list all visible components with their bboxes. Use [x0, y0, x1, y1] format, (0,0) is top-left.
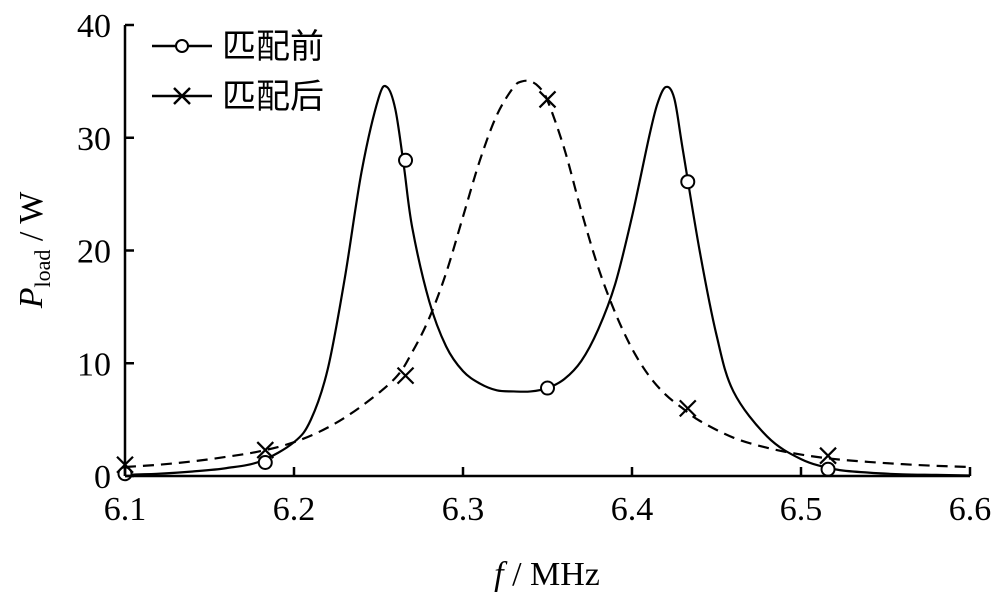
legend-marker-cross [173, 87, 191, 105]
x-tick-label: 6.2 [273, 491, 316, 528]
y-ticks: 0 10 20 30 40 [77, 8, 134, 496]
plot-lines [124, 79, 971, 477]
data-point-circle [680, 174, 696, 190]
x-tick-label: 6.5 [780, 491, 823, 528]
plot-markers [116, 90, 837, 482]
series-line-after [124, 79, 971, 469]
x-tick-label: 6.1 [104, 491, 147, 528]
legend-label-before: 匹配前 [222, 28, 324, 66]
y-tick-label: 30 [77, 121, 111, 158]
x-ticks: 6.1 6.2 6.3 6.4 6.5 6.6 [104, 467, 992, 528]
data-point-circle [540, 380, 555, 396]
data-point-circle [257, 454, 273, 470]
x-tick-label: 6.6 [949, 491, 992, 528]
x-tick-label: 6.4 [611, 491, 654, 528]
x-axis-label: f / MHz [494, 556, 600, 593]
y-tick-label: 40 [77, 8, 111, 45]
data-point-cross [538, 90, 557, 109]
legend: 匹配前 匹配后 [152, 28, 324, 116]
x-tick-label: 6.3 [442, 491, 485, 528]
y-tick-label: 0 [94, 459, 111, 496]
data-point-cross [678, 399, 697, 418]
legend-marker-circle [175, 39, 189, 53]
data-point-cross [256, 441, 275, 459]
data-point-cross [396, 366, 415, 385]
data-point-circle [398, 152, 414, 168]
data-point-cross [819, 446, 837, 465]
legend-label-after: 匹配后 [222, 79, 324, 116]
y-tick-label: 10 [77, 346, 111, 383]
y-axis-label: Pload / W [13, 191, 55, 310]
series-line-before [124, 84, 971, 477]
data-point-circle [820, 461, 836, 477]
y-tick-label: 20 [77, 234, 111, 271]
